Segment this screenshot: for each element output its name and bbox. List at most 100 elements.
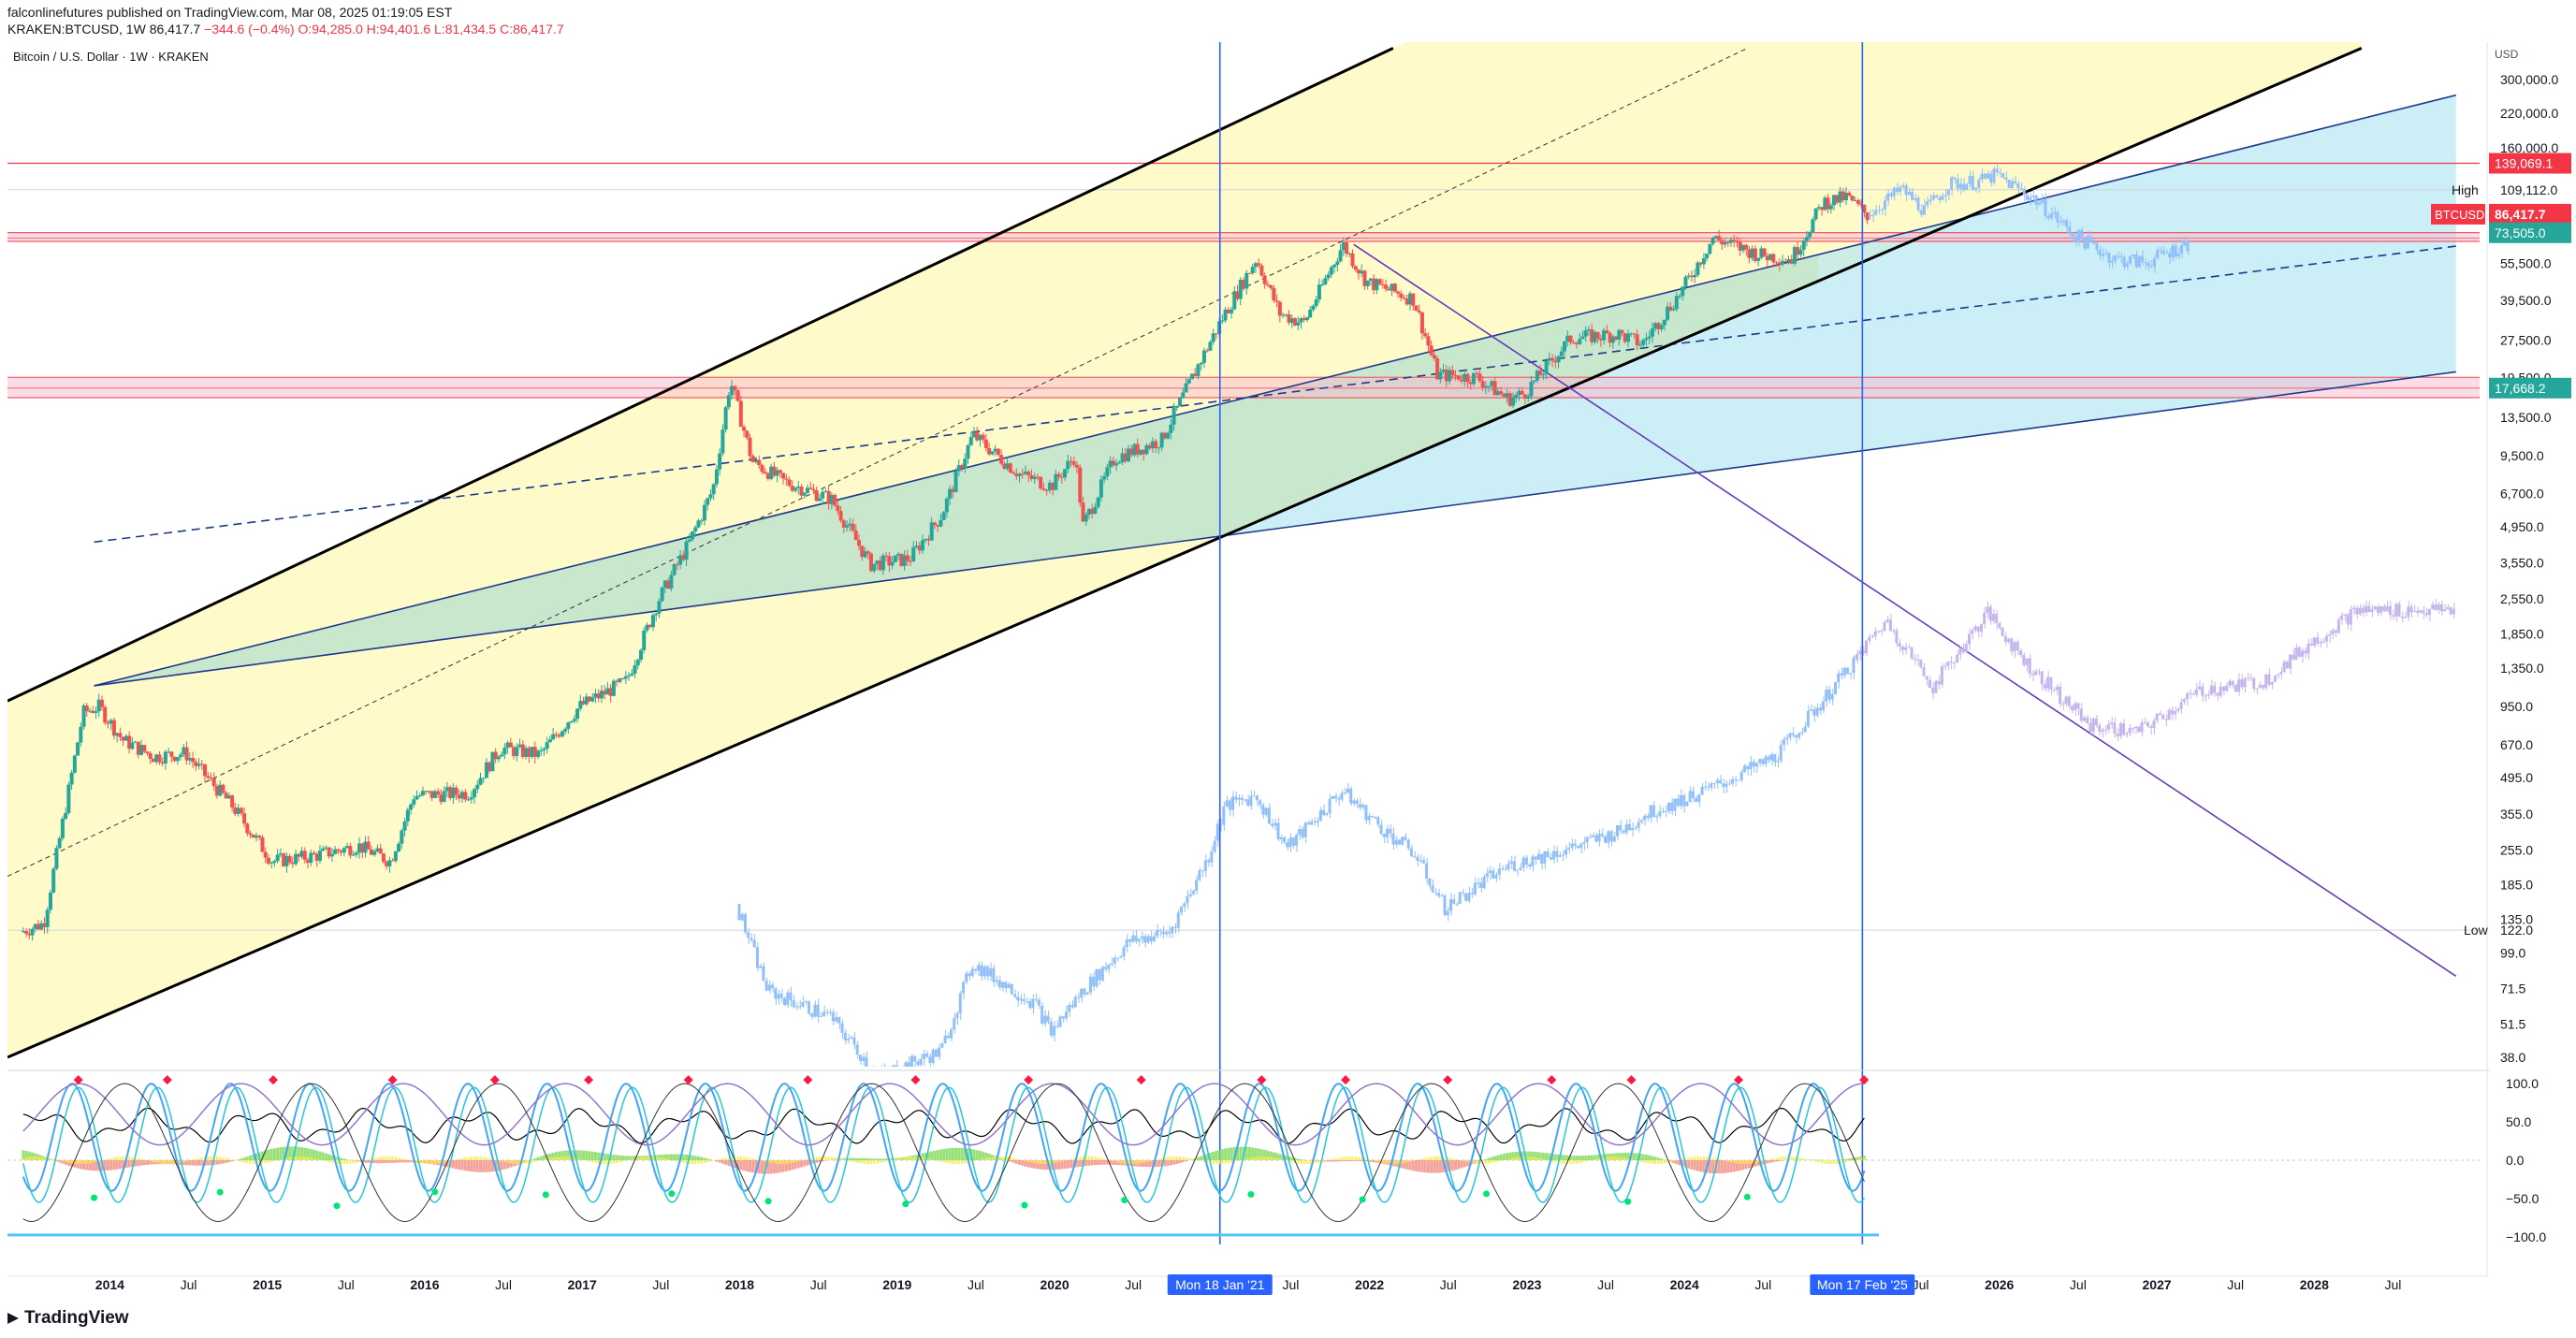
projection2-late-candle [1943, 665, 1947, 667]
projection2-candle [1576, 845, 1579, 849]
y-tick-label: 495.0 [2500, 770, 2533, 785]
price-candle [182, 747, 186, 755]
projection2-late-candle [2388, 605, 2392, 616]
price-candle [1444, 369, 1448, 382]
price-candle [1535, 371, 1539, 381]
projection2-candle [822, 1011, 826, 1016]
price-candle [853, 531, 858, 541]
projection2-candle [1830, 693, 1834, 700]
y-tick-label: 122.0 [2500, 923, 2533, 938]
projection2-late-candle [2277, 674, 2280, 676]
price-candle [1505, 393, 1509, 397]
projection2-late-candle [2434, 604, 2438, 610]
price-candle [206, 776, 211, 778]
price-candle [1289, 318, 1294, 323]
price-candle [547, 739, 552, 743]
x-tick-label: 2016 [410, 1277, 439, 1292]
x-tick-label: 2019 [882, 1277, 911, 1292]
projection-candle [1899, 187, 1902, 193]
price-candle [1308, 309, 1313, 318]
projection2-late-candle [2446, 607, 2450, 610]
projection2-candle [1252, 795, 1256, 797]
price-candle [1226, 309, 1230, 313]
price-candle [829, 494, 834, 504]
projection-candle [1931, 196, 1935, 200]
projection2-candle [874, 1072, 877, 1073]
price-candle [248, 833, 253, 836]
projection2-candle [1116, 957, 1120, 959]
price-candle [1250, 267, 1255, 273]
projection2-late-candle [2264, 674, 2268, 689]
y-tick-label: 950.0 [2500, 699, 2533, 714]
projection2-late-candle [2194, 689, 2198, 695]
price-candle [1039, 476, 1043, 489]
projection2-late-candle [2052, 690, 2056, 691]
price-candle [309, 852, 313, 864]
projection2-late-candle [2309, 643, 2313, 646]
osc-signal-marker [1136, 1075, 1146, 1085]
projection2-late-candle [1964, 644, 1968, 652]
projection2-candle [1619, 824, 1623, 831]
projection2-candle [1191, 891, 1195, 894]
price-candle [397, 843, 401, 852]
time-marker-label: Mon 18 Jan '21 [1175, 1277, 1265, 1292]
price-candle [860, 545, 865, 558]
price-candle [899, 553, 904, 566]
projection2-candle [938, 1047, 941, 1057]
price-candle [306, 859, 311, 864]
projection2-late-candle [1919, 659, 1923, 667]
projection2-candle [1409, 848, 1413, 856]
price-candle [1625, 333, 1630, 342]
projection2-candle [968, 973, 971, 977]
projection2-candle [1046, 1015, 1050, 1022]
projection2-candle [1386, 828, 1390, 837]
projection2-candle [1016, 996, 1020, 1001]
x-tick-label: 2027 [2142, 1277, 2171, 1292]
projection2-late-candle [2191, 693, 2195, 695]
price-candle [127, 735, 132, 749]
projection-candle [2074, 236, 2077, 243]
projection2-candle [1643, 815, 1647, 821]
price-candle [1223, 309, 1228, 321]
projection-candle [2022, 188, 2026, 196]
price-badge-value: 139,069.1 [2495, 156, 2553, 171]
price-candle [572, 719, 576, 721]
price-candle [618, 678, 622, 682]
projection-candle [1919, 210, 1923, 215]
price-candle [726, 395, 731, 408]
projection2-candle [783, 997, 787, 1005]
projection2-candle [1152, 936, 1156, 942]
price-candle [1729, 240, 1734, 243]
projection2-late-candle [2116, 734, 2119, 736]
projection2-late-candle [1876, 631, 1880, 633]
osc-y-tick-label: 0.0 [2506, 1153, 2525, 1168]
price-candle [1514, 394, 1519, 398]
projection2-candle [1634, 827, 1637, 829]
projection2-late-candle [1870, 635, 1874, 637]
price-candle [1738, 241, 1742, 251]
projection2-late-candle [1913, 658, 1916, 660]
projection2-late-candle [2285, 662, 2289, 669]
projection2-candle [847, 1039, 851, 1040]
projection2-candle [1391, 833, 1395, 845]
price-candle [167, 751, 171, 753]
price-candle [1154, 441, 1158, 448]
projection2-candle [1070, 1005, 1074, 1008]
price-candle [1617, 329, 1622, 340]
projection2-late-candle [1971, 630, 1974, 634]
projection2-candle [1413, 855, 1417, 857]
projection-candle [1883, 200, 1886, 210]
price-candle [169, 751, 174, 757]
projection2-late-candle [2397, 604, 2401, 617]
price-candle [708, 494, 713, 499]
price-candle [796, 487, 801, 488]
osc-signal-marker [910, 1075, 921, 1085]
price-candle [469, 797, 473, 800]
price-candle [1480, 381, 1485, 388]
projection-candle [1870, 214, 1874, 217]
price-candle [1259, 265, 1264, 276]
projection2-candle [1524, 857, 1528, 865]
price-candle [342, 848, 346, 853]
price-candle [312, 852, 316, 855]
